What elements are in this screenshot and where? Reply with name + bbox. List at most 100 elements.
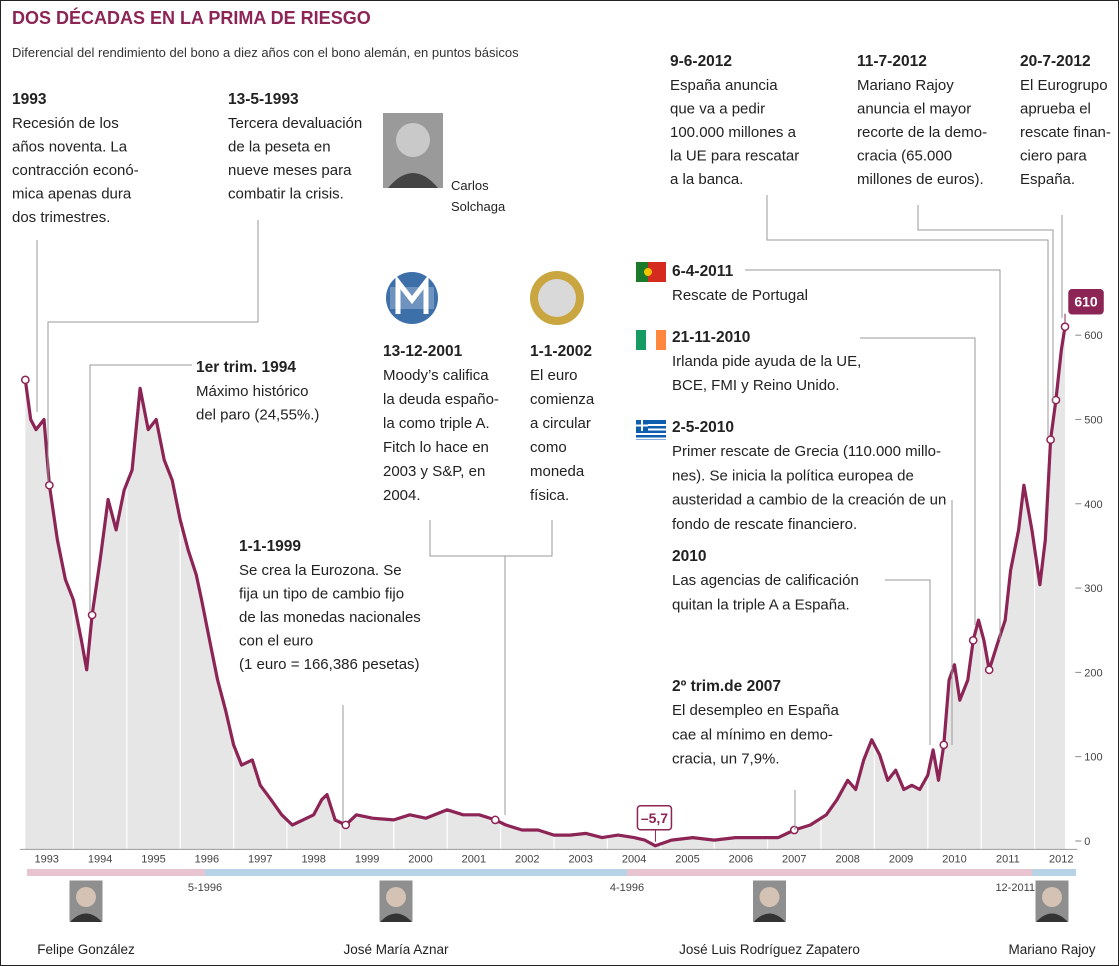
x-tick-label: 1994 — [88, 853, 112, 865]
value-label: –5,7 — [641, 810, 668, 826]
annotation-text: con el euro — [239, 633, 313, 650]
annotation-text: combatir la crisis. — [228, 186, 344, 203]
leader-line — [429, 520, 506, 815]
annotation-text: la deuda españo- — [383, 391, 499, 408]
annotation-text: la UE para rescatar — [670, 148, 799, 165]
government-name: José María Aznar — [343, 942, 449, 957]
point — [490, 815, 500, 825]
annotation-text: fondo de rescate financiero. — [672, 516, 857, 533]
flag-part — [636, 428, 666, 431]
annotation-text: nes). Se inicia la política europea de — [672, 467, 914, 484]
x-tick-label: 2003 — [568, 853, 592, 865]
annotation-text: (1 euro = 166,386 pesetas) — [239, 656, 420, 673]
portrait-body — [380, 913, 412, 922]
leader-line — [860, 337, 976, 625]
term-bar — [205, 869, 627, 876]
transition-date: 4-1996 — [610, 882, 644, 894]
x-tick-label: 2009 — [889, 853, 913, 865]
annotation-text: dos trimestres. — [12, 209, 110, 226]
annotation-date: 2-5-2010 — [672, 419, 734, 436]
photo-body — [388, 173, 438, 188]
annotation-text: moneda — [530, 463, 585, 480]
point — [20, 375, 30, 385]
annotation-text: nueve meses para — [228, 162, 352, 179]
annotation-date: 1-1-1999 — [239, 538, 301, 555]
annotation-text: Máximo histórico — [196, 383, 309, 400]
x-tick-label: 2002 — [515, 853, 539, 865]
point — [1046, 435, 1055, 445]
annotation-text: Recesión de los — [12, 115, 119, 132]
annotation-text: Rescate de Portugal — [672, 287, 808, 304]
annotation-text: aprueba el — [1020, 101, 1091, 118]
y-tick-label: 200 — [1084, 667, 1102, 679]
annotation-text: comienza — [530, 391, 595, 408]
point — [1051, 395, 1061, 405]
annotation-text: austeridad a cambio de la creación de un — [672, 492, 946, 509]
annotations: 1993 Recesión de los años noventa. La contr… — [12, 53, 1111, 768]
annotation-text: El euro — [530, 367, 578, 384]
flag-part — [636, 424, 666, 426]
photo-solchaga — [383, 113, 443, 188]
x-tick-label: 1995 — [141, 853, 165, 865]
photo-caption: Solchaga — [451, 199, 506, 214]
annotation-text: millones de euros). — [857, 171, 984, 188]
annotation-text: 100.000 millones a — [670, 124, 797, 141]
annotation-text: como — [530, 439, 567, 456]
annotation-date: 20-7-2012 — [1020, 53, 1091, 70]
annotation-text: Moody’s califica — [383, 367, 489, 384]
point — [968, 635, 978, 645]
line — [23, 326, 1067, 848]
point — [789, 825, 799, 835]
point — [1060, 322, 1070, 332]
annotation-text: 2003 y S&P, en — [383, 463, 485, 480]
x-tick-label: 2011 — [996, 853, 1020, 865]
chart-title: DOS DÉCADAS EN LA PRIMA DE RIESGO — [12, 7, 371, 28]
annotation-text: de la peseta en — [228, 139, 331, 156]
y-tick-label: 100 — [1084, 752, 1102, 764]
annotation-date: 1-1-2002 — [530, 343, 592, 360]
annotation-text: BCE, FMI y Reino Unido. — [672, 377, 840, 394]
x-tick-label: 2000 — [408, 853, 432, 865]
annotation-date: 2º trim.de 2007 — [672, 678, 781, 695]
annotation-text: a la banca. — [670, 171, 743, 188]
annotation-text: Las agencias de calificación — [672, 572, 859, 589]
flag-ireland — [636, 330, 666, 350]
annotation-text: Mariano Rajoy — [857, 77, 954, 94]
flag-part — [644, 268, 652, 276]
annotation-text: la como triple A. — [383, 415, 490, 432]
x-tick-label: 2001 — [462, 853, 486, 865]
governments: Felipe González José María Aznar José Luis… — [27, 869, 1096, 957]
annotation-text: Irlanda pide ayuda de la UE, — [672, 353, 861, 370]
annotation-text: de las monedas nacionales — [239, 609, 421, 626]
annotation-date: 13-12-2001 — [383, 343, 463, 360]
flag-part — [636, 437, 666, 440]
flag-part — [648, 262, 666, 282]
x-tick-label: 2008 — [835, 853, 859, 865]
leader-line — [89, 364, 192, 612]
x-tick-label: 1996 — [195, 853, 219, 865]
annotation-text: cracia, un 7,9%. — [672, 751, 780, 768]
flag-portugal — [636, 262, 666, 282]
point — [341, 820, 351, 830]
annotation-date: 13-5-1993 — [228, 91, 299, 108]
x-tick-label: 1993 — [34, 853, 58, 865]
annotation-date: 21-11-2010 — [672, 329, 750, 346]
annotation-date: 1er trim. 1994 — [196, 359, 296, 376]
annotation-date: 11-7-2012 — [857, 53, 927, 70]
annotation-text: quitan la triple A a España. — [672, 597, 850, 614]
leader-line — [885, 579, 931, 745]
x-tick-label: 2006 — [729, 853, 753, 865]
annotation-text: anuncia el mayor — [857, 101, 971, 118]
x-tick-label: 2012 — [1049, 853, 1073, 865]
annotation-text: del paro (24,55%.) — [196, 407, 319, 424]
leader-line — [745, 269, 1001, 640]
subtitle: Diferencial del rendimiento del bono a d… — [12, 45, 519, 60]
point — [939, 740, 949, 750]
annotation-text: El Eurogrupo — [1020, 77, 1108, 94]
x-tick-label: 2010 — [942, 853, 966, 865]
euro-coin — [530, 271, 584, 325]
annotation-date: 9-6-2012 — [670, 53, 732, 70]
annotation-text: mica apenas dura — [12, 186, 132, 203]
point — [984, 665, 994, 675]
photo-face — [396, 123, 430, 157]
